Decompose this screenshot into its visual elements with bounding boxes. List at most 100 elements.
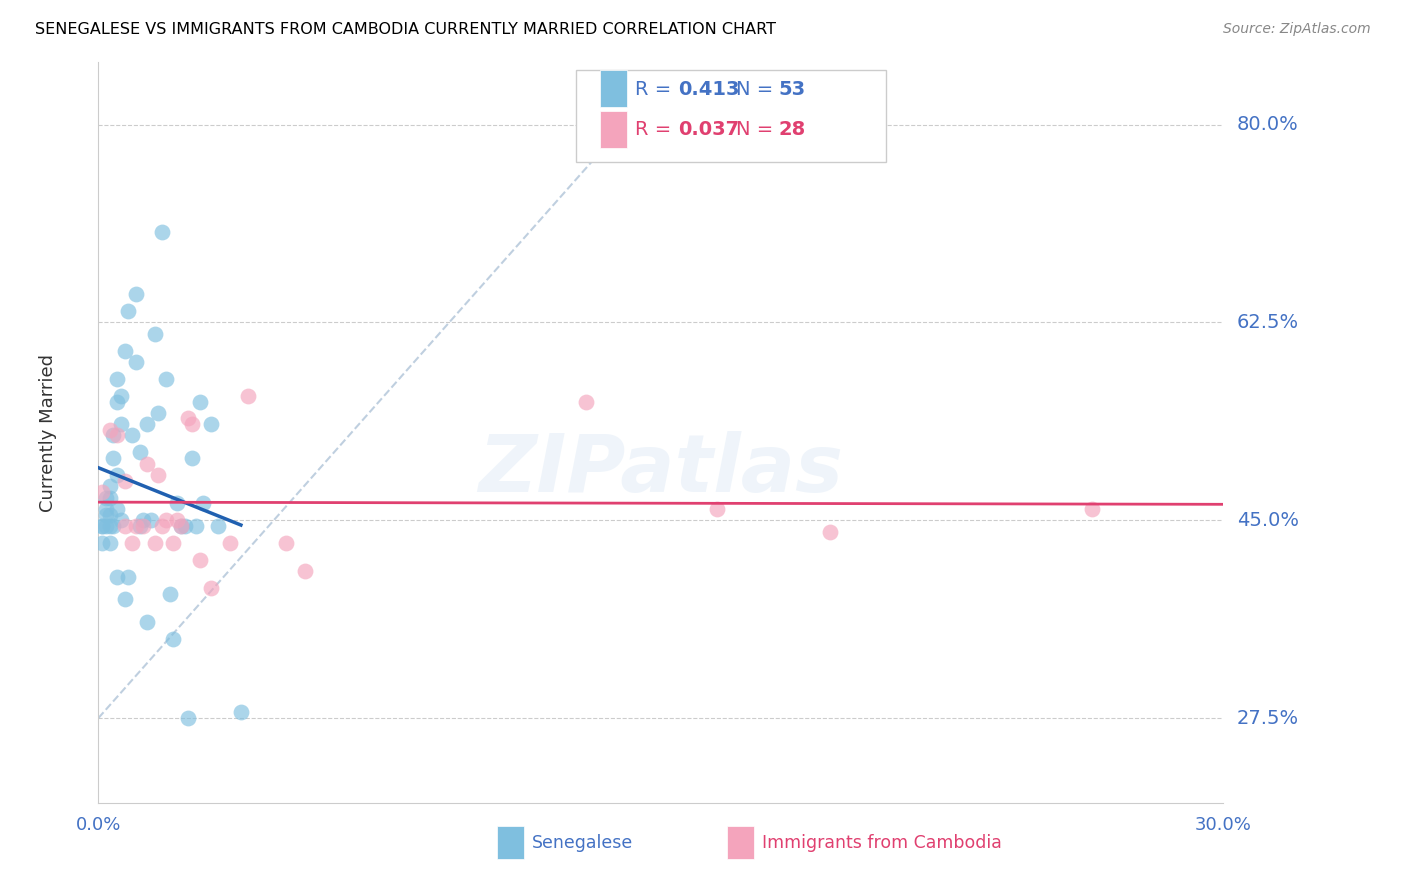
Point: [114, 474, 136, 488]
Text: 0.413: 0.413: [678, 80, 740, 99]
Point: [105, 468, 128, 483]
Point: [103, 451, 125, 466]
Point: [155, 372, 177, 386]
FancyBboxPatch shape: [727, 827, 754, 859]
Text: 0.037: 0.037: [678, 120, 738, 139]
Point: [159, 587, 181, 601]
Point: [94, 491, 117, 505]
Point: [1081, 502, 1104, 516]
Point: [103, 519, 125, 533]
Point: [103, 428, 125, 442]
Point: [200, 581, 222, 595]
Point: [177, 711, 200, 725]
Point: [121, 536, 143, 550]
Text: 0.0%: 0.0%: [76, 816, 121, 834]
Point: [143, 536, 166, 550]
Point: [166, 513, 188, 527]
FancyBboxPatch shape: [576, 70, 886, 162]
Point: [207, 519, 229, 533]
Point: [94, 508, 117, 522]
Point: [110, 389, 132, 403]
Point: [166, 496, 188, 510]
Point: [150, 519, 173, 533]
Point: [170, 519, 193, 533]
Point: [155, 513, 177, 527]
Point: [105, 394, 128, 409]
Point: [125, 287, 148, 301]
Text: Currently Married: Currently Married: [39, 353, 56, 512]
Point: [114, 519, 136, 533]
Point: [125, 355, 148, 369]
Text: Source: ZipAtlas.com: Source: ZipAtlas.com: [1223, 22, 1371, 37]
Point: [218, 536, 240, 550]
Text: N =: N =: [737, 80, 780, 99]
Point: [117, 570, 139, 584]
Text: Immigrants from Cambodia: Immigrants from Cambodia: [762, 834, 1002, 852]
Point: [170, 519, 193, 533]
Point: [132, 513, 155, 527]
Point: [706, 502, 728, 516]
FancyBboxPatch shape: [496, 827, 523, 859]
Point: [136, 615, 159, 629]
Point: [128, 519, 150, 533]
Point: [193, 496, 215, 510]
Point: [98, 536, 121, 550]
Point: [98, 508, 121, 522]
Point: [136, 417, 159, 431]
Text: 30.0%: 30.0%: [1195, 816, 1251, 834]
Point: [184, 519, 207, 533]
Point: [229, 706, 252, 720]
Point: [181, 417, 204, 431]
Text: 62.5%: 62.5%: [1237, 313, 1299, 332]
Point: [128, 445, 150, 459]
Text: 28: 28: [779, 120, 806, 139]
Point: [818, 524, 841, 539]
Point: [200, 417, 222, 431]
Point: [294, 564, 316, 578]
Point: [91, 536, 114, 550]
Point: [94, 519, 117, 533]
FancyBboxPatch shape: [600, 111, 627, 147]
Point: [125, 519, 148, 533]
Text: 80.0%: 80.0%: [1237, 115, 1299, 134]
Point: [181, 451, 204, 466]
Point: [105, 502, 128, 516]
Point: [105, 428, 128, 442]
Point: [162, 632, 184, 646]
Point: [575, 394, 598, 409]
Point: [188, 394, 211, 409]
Point: [105, 570, 128, 584]
Point: [110, 513, 132, 527]
Point: [139, 513, 162, 527]
Point: [173, 519, 195, 533]
Text: SENEGALESE VS IMMIGRANTS FROM CAMBODIA CURRENTLY MARRIED CORRELATION CHART: SENEGALESE VS IMMIGRANTS FROM CAMBODIA C…: [35, 22, 776, 37]
Point: [117, 304, 139, 318]
Point: [114, 592, 136, 607]
Point: [91, 519, 114, 533]
Point: [148, 468, 170, 483]
Point: [143, 326, 166, 341]
Point: [94, 502, 117, 516]
Point: [132, 519, 155, 533]
Text: R =: R =: [636, 120, 678, 139]
Text: 53: 53: [779, 80, 806, 99]
Point: [110, 417, 132, 431]
Point: [150, 225, 173, 239]
Point: [105, 372, 128, 386]
Point: [114, 343, 136, 358]
Text: ZIPatlas: ZIPatlas: [478, 431, 844, 508]
Point: [188, 553, 211, 567]
Text: N =: N =: [737, 120, 780, 139]
Point: [238, 389, 260, 403]
Point: [98, 479, 121, 493]
Point: [274, 536, 297, 550]
Point: [121, 428, 143, 442]
Point: [177, 411, 200, 425]
Text: Senegalese: Senegalese: [531, 834, 633, 852]
Point: [98, 519, 121, 533]
Point: [91, 519, 114, 533]
Point: [148, 406, 170, 420]
Point: [98, 491, 121, 505]
FancyBboxPatch shape: [600, 70, 627, 107]
Text: 27.5%: 27.5%: [1237, 708, 1299, 728]
